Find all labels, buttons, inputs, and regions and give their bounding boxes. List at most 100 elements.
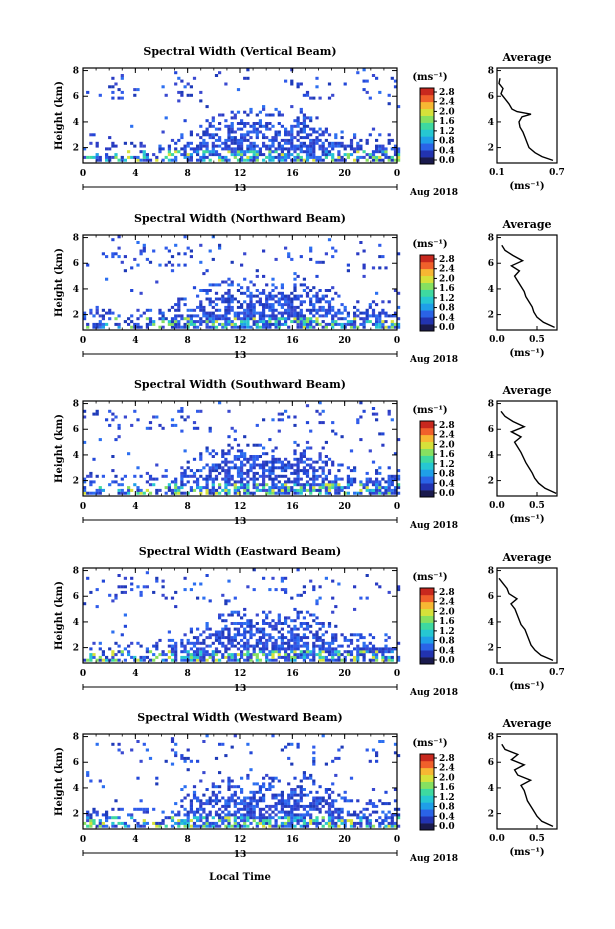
heatmap-cell (390, 821, 394, 825)
heatmap-cell (371, 480, 376, 484)
heatmap-cell (249, 466, 253, 470)
colorbar-segment (420, 469, 434, 477)
heatmap-cell (214, 491, 219, 495)
heatmap-cell (243, 455, 247, 458)
heatmap-cell (375, 491, 379, 495)
heatmap-cell (189, 810, 193, 814)
heatmap-cell (280, 314, 284, 318)
heatmap-cell (371, 266, 376, 270)
heatmap-cell (277, 153, 281, 157)
heatmap-cell (262, 274, 266, 278)
heatmap-cell (145, 471, 149, 475)
heatmap-cell (230, 824, 234, 828)
average-frame (496, 567, 558, 664)
heatmap-cell (353, 314, 357, 318)
colorbar-segment (420, 88, 434, 96)
heatmap-cell (375, 480, 379, 484)
heatmap-cell (362, 647, 366, 651)
heatmap-cell (274, 638, 278, 642)
heatmap-cell (390, 658, 394, 662)
heatmap-cell (258, 325, 262, 329)
heatmap-cell (390, 824, 394, 828)
heatmap-cell (221, 627, 225, 631)
heatmap-cell (227, 305, 231, 309)
heatmap-cell (334, 824, 338, 828)
heatmap-cell (362, 325, 366, 329)
heatmap-pixels (83, 734, 401, 828)
heatmap-cell (233, 816, 237, 820)
heatmap-cell (324, 289, 328, 292)
heatmap-cell (252, 647, 256, 651)
heatmap-cell (192, 457, 197, 461)
heatmap-cell (287, 756, 291, 760)
heatmap-cell (375, 320, 379, 324)
heatmap-cell (227, 297, 231, 301)
heatmap-cell (161, 585, 165, 589)
heatmap-cell (321, 297, 325, 301)
heatmap-cell (92, 314, 96, 318)
heatmap-cell (302, 113, 306, 117)
heatmap-cell (353, 633, 357, 637)
heatmap-cell (205, 734, 209, 738)
heatmap-cell (236, 311, 241, 315)
heatmap-cell (211, 785, 215, 789)
heatmap-cell (290, 291, 294, 295)
heatmap-cell (287, 488, 291, 492)
heatmap-cell (170, 824, 175, 828)
heatmap-cell (337, 144, 341, 148)
heatmap-cell (89, 816, 93, 820)
heatmap-cell (274, 147, 278, 151)
heatmap-cell (265, 325, 269, 329)
heatmap-cell (177, 810, 181, 814)
heatmap-cell (233, 138, 237, 142)
heatmap-cell (327, 82, 332, 86)
heatmap-cell (183, 263, 187, 267)
heatmap-cell (309, 579, 313, 583)
heatmap-cell (199, 474, 203, 478)
heatmap-cell (95, 141, 99, 145)
heatmap-cell (284, 813, 288, 817)
heatmap-cell (120, 633, 124, 637)
heatmap-cell (224, 480, 228, 484)
heatmap-cell (280, 153, 284, 157)
heatmap-cell (211, 790, 215, 794)
heatmap-cell (164, 317, 168, 321)
heatmap-cell (83, 317, 87, 321)
heatmap-cell (145, 322, 149, 326)
heatmap-cell (299, 107, 303, 111)
heatmap-cell (236, 314, 241, 318)
heatmap-cell (397, 155, 401, 159)
heatmap-cell (233, 297, 237, 301)
heatmap-cell (240, 133, 244, 137)
heatmap-cell (305, 471, 310, 475)
heatmap-cell (230, 653, 234, 657)
heatmap-cell (321, 147, 325, 151)
heatmap-cell (95, 409, 99, 413)
heatmap-cell (318, 260, 322, 264)
heatmap-cell (318, 96, 322, 100)
heatmap-cell (258, 819, 262, 823)
heatmap-cell (139, 249, 143, 253)
heatmap-cell (152, 483, 156, 487)
heatmap-cell (346, 322, 350, 326)
heatmap-cell (353, 655, 357, 659)
heatmap-cell (378, 133, 382, 137)
heatmap-cell (224, 602, 228, 606)
heatmap-cell (393, 488, 398, 492)
heatmap-cell (214, 474, 219, 478)
heatmap-cell (123, 821, 127, 825)
heatmap-cell (362, 322, 366, 326)
heatmap-cell (318, 655, 322, 659)
heatmap-cell (274, 776, 278, 780)
heatmap-cell (321, 824, 325, 828)
heatmap-cell (180, 314, 184, 318)
heatmap-cell (340, 311, 344, 315)
heatmap-cell (302, 277, 306, 281)
heatmap-cell (365, 153, 369, 157)
heatmap-cell (302, 655, 306, 659)
heatmap-cell (353, 585, 357, 589)
heatmap-cell (299, 127, 303, 131)
heatmap-cell (221, 644, 225, 648)
heatmap-cell (393, 824, 398, 828)
heatmap-cell (136, 317, 140, 321)
